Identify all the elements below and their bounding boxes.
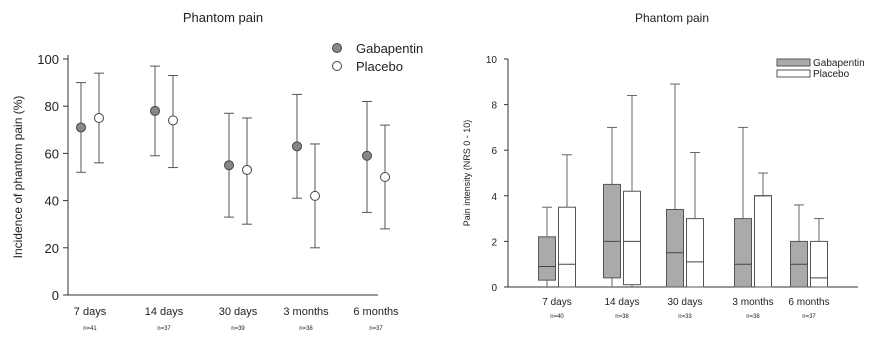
right-y-tick-label: 6 [491,146,497,157]
left-point-placebo [168,115,178,126]
right-legend-swatch [776,69,811,78]
left-point-placebo [94,113,104,123]
left-x-tick-label: 14 days [145,306,184,318]
left-n-label: n=37 [369,326,383,332]
right-box-placebo [623,190,641,286]
right-box-placebo [810,240,828,288]
right-y-tick-label: 2 [491,237,497,248]
left-x-tick-label: 6 months [353,306,399,318]
left-point-placebo [380,172,390,182]
right-box-placebo [754,195,772,288]
left-legend-marker [332,43,342,53]
left-n-label: n=41 [83,326,97,332]
right-n-label: n=33 [678,314,692,320]
right-y-tick-label: 10 [486,55,498,66]
right-legend-label: Placebo [813,69,850,80]
right-y-tick-label: 0 [491,283,497,294]
left-point-gabapentin [292,141,302,152]
right-n-label: n=38 [615,314,629,320]
left-y-tick-label: 100 [37,52,59,67]
right-y-tick-label: 8 [491,101,497,112]
right-box-gabapentin [734,218,752,288]
left-n-label: n=38 [299,326,313,332]
right-y-tick-label: 4 [491,192,497,203]
left-point-placebo [310,190,320,201]
left-x-tick-label: 7 days [74,306,107,318]
right-legend-swatch [776,58,811,67]
left-point-gabapentin [224,160,234,171]
left-point-gabapentin [76,122,86,133]
right-box-gabapentin [666,208,684,288]
right-box-placebo [558,206,576,288]
right-x-tick-label: 3 months [732,297,773,308]
right-x-tick-label: 6 months [788,297,829,308]
left-y-tick-label: 80 [45,99,59,114]
left-chart-title: Phantom pain [183,10,263,25]
left-y-axis-label: Incidence of phantom pain (%) [11,96,25,259]
right-box-gabapentin [538,236,556,281]
right-n-label: n=37 [802,314,816,320]
left-y-tick-label: 60 [45,146,59,161]
left-point-placebo [242,164,252,175]
left-y-tick-label: 40 [45,194,59,209]
right-x-tick-label: 14 days [604,297,639,308]
left-point-gabapentin [362,150,372,161]
right-y-axis-label: Pain intensity (NRS 0 - 10) [462,120,472,227]
right-legend-label: Gabapentin [813,58,865,69]
right-box-gabapentin [603,183,621,279]
left-n-label: n=37 [157,326,171,332]
left-point-gabapentin [150,105,160,116]
right-chart-title: Phantom pain [635,11,709,25]
left-legend-marker [332,61,342,71]
left-y-tick-label: 20 [45,241,59,256]
left-x-tick-label: 3 months [283,306,329,318]
right-n-label: n=38 [746,314,760,320]
left-n-label: n=39 [231,326,245,332]
left-x-tick-label: 30 days [219,306,258,318]
right-n-label: n=40 [550,314,564,320]
right-box-placebo [686,218,704,288]
left-legend-label: Placebo [356,59,403,74]
left-y-tick-label: 0 [52,288,59,303]
right-x-tick-label: 7 days [542,297,571,308]
right-x-tick-label: 30 days [667,297,702,308]
left-legend-label: Gabapentin [356,41,423,56]
